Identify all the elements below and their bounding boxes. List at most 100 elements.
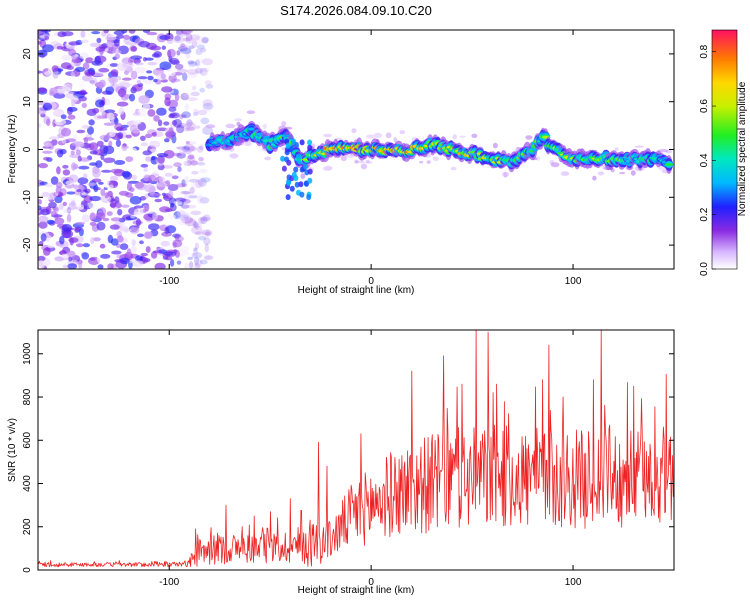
noise-speckle [61, 31, 74, 37]
noise-speckle [135, 218, 141, 227]
ridge-cell [299, 166, 305, 173]
noise-speckle [592, 175, 597, 181]
spectrogram-heatmap [38, 30, 674, 269]
noise-speckle [142, 30, 151, 33]
noise-speckle [450, 166, 457, 171]
noise-speckle [62, 164, 69, 169]
noise-speckle [115, 139, 121, 148]
spectrogram-y-label: Frequency (Hz) [7, 115, 18, 184]
ridge-cell [307, 139, 313, 146]
noise-speckle [116, 101, 129, 107]
noise-speckle [128, 93, 136, 102]
noise-speckle [190, 210, 202, 216]
noise-speckle [111, 49, 122, 54]
noise-speckle [109, 63, 119, 67]
noise-speckle [38, 163, 48, 169]
noise-speckle [181, 179, 186, 188]
noise-speckle [144, 231, 153, 239]
noise-speckle [246, 110, 256, 114]
noise-speckle [183, 127, 190, 132]
noise-speckle [119, 222, 126, 226]
noise-speckle [94, 55, 102, 65]
noise-speckle [78, 80, 87, 90]
noise-speckle [168, 190, 174, 199]
noise-speckle [145, 57, 154, 61]
noise-speckle [155, 182, 168, 187]
noise-speckle [459, 135, 466, 138]
noise-speckle [181, 44, 190, 52]
noise-speckle [173, 162, 182, 168]
noise-speckle [229, 153, 239, 159]
noise-speckle [51, 65, 59, 73]
ridge-cell [664, 163, 674, 166]
noise-speckle [63, 208, 72, 214]
colorbar-tick-label: 0.4 [699, 153, 710, 167]
noise-speckle [50, 176, 59, 185]
colorbar-gradient [711, 29, 738, 270]
noise-speckle [181, 216, 194, 224]
noise-speckle [67, 263, 78, 269]
noise-speckle [160, 240, 170, 247]
noise-speckle [183, 150, 192, 155]
noise-speckle [70, 150, 75, 156]
noise-speckle [38, 205, 42, 211]
noise-speckle [184, 193, 193, 200]
noise-speckle [200, 47, 207, 53]
noise-speckle [432, 156, 439, 162]
noise-speckle [184, 176, 189, 185]
noise-speckle [132, 119, 142, 125]
noise-speckle [59, 235, 65, 245]
x-tick-label: 100 [565, 276, 582, 287]
noise-speckle [132, 112, 141, 116]
noise-speckle [159, 206, 171, 213]
noise-speckle [144, 202, 150, 212]
noise-speckle [175, 197, 186, 203]
y-tick-label: -20 [22, 237, 33, 252]
noise-speckle [471, 133, 478, 138]
noise-speckle [107, 33, 117, 38]
noise-speckle [184, 262, 189, 269]
noise-speckle [192, 223, 203, 228]
noise-speckle [179, 245, 190, 253]
noise-speckle [185, 140, 190, 145]
noise-speckle [186, 119, 193, 127]
noise-speckle [195, 180, 204, 188]
ridge-cell [307, 168, 313, 175]
noise-speckle [93, 184, 99, 193]
noise-speckle [196, 58, 204, 64]
noise-speckle [137, 233, 144, 238]
noise-speckle [180, 43, 186, 48]
noise-speckle [119, 243, 129, 251]
noise-speckle [194, 59, 201, 67]
noise-speckle [137, 76, 148, 80]
noise-speckle [130, 70, 138, 80]
ridge-cell [286, 159, 292, 166]
noise-speckle [183, 143, 195, 153]
noise-speckle [121, 204, 130, 208]
noise-speckle [79, 157, 90, 162]
noise-speckle [43, 156, 50, 161]
noise-speckle [135, 255, 144, 262]
noise-speckle [135, 62, 144, 66]
noise-speckle [234, 118, 243, 122]
noise-speckle [91, 178, 102, 183]
noise-speckle [96, 37, 102, 44]
noise-speckle [177, 166, 182, 172]
ridge-cell [299, 191, 305, 198]
noise-speckle [119, 257, 130, 265]
noise-speckle [85, 57, 94, 64]
noise-speckle [198, 145, 204, 151]
snr-panel: -100 0 100 0 200 400 600 800 1000 Height of str… [7, 329, 675, 596]
noise-speckle [77, 204, 85, 210]
noise-speckle [103, 122, 115, 126]
colorbar-tick-label: 0.2 [699, 207, 710, 221]
noise-speckle [187, 68, 199, 75]
noise-speckle [89, 150, 98, 155]
ridge-cell [303, 163, 309, 170]
noise-speckle [41, 191, 51, 198]
noise-speckle [38, 122, 42, 128]
noise-speckle [62, 169, 71, 176]
y-tick-label: 400 [22, 475, 33, 492]
noise-speckle [98, 181, 104, 185]
noise-speckle [393, 137, 398, 143]
